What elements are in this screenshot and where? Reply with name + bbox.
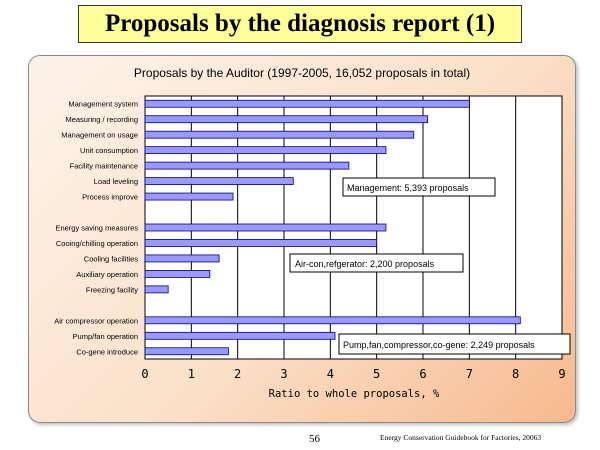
x-tick-label: 0 xyxy=(141,367,148,381)
x-axis-label: Ratio to whole proposals, % xyxy=(269,388,440,400)
bar xyxy=(144,347,229,356)
category-label: Cooling facilities xyxy=(84,254,138,263)
category-label: Cooing/chilling operation xyxy=(56,239,138,248)
bar xyxy=(144,130,415,139)
bar xyxy=(144,270,211,278)
annotation-pump: Pump,fan,compressor,co-gene: 2,249 propo… xyxy=(338,333,571,355)
x-tick-label: 9 xyxy=(558,367,565,381)
category-label: Management on usage xyxy=(61,131,138,140)
bar xyxy=(144,316,521,325)
category-label: Unit consumption xyxy=(80,146,138,155)
bar xyxy=(144,331,336,340)
bar xyxy=(144,223,387,232)
bar xyxy=(144,146,387,155)
category-label: Process improve xyxy=(82,193,138,202)
x-tick-label: 2 xyxy=(234,367,241,381)
category-labels: Management system Measuring / recording Ma… xyxy=(54,100,138,357)
bar xyxy=(144,285,169,294)
x-tick-label: 1 xyxy=(188,367,195,381)
x-tick-label: 6 xyxy=(419,367,426,381)
category-label: Energy saving measures xyxy=(55,224,138,233)
slide-title: Proposals by the diagnosis report (1) xyxy=(78,5,522,43)
bar xyxy=(144,161,350,170)
annotation-aircon-text: Air-con,refgerator: 2,200 proposals xyxy=(295,259,435,269)
annotation-pump-text: Pump,fan,compressor,co-gene: 2,249 propo… xyxy=(343,340,535,350)
bar xyxy=(144,177,294,185)
category-label: Management system xyxy=(68,100,138,109)
category-label: Freezing facility xyxy=(86,285,138,294)
x-tick-label: 7 xyxy=(466,367,473,381)
category-label: Measuring / recording xyxy=(65,115,138,124)
bar xyxy=(144,192,234,201)
bar xyxy=(144,254,220,263)
x-tick-label: 8 xyxy=(512,367,519,381)
x-tick-label: 4 xyxy=(327,367,334,381)
x-tick-label: 5 xyxy=(373,367,380,381)
category-label: Auxiliary operation xyxy=(76,270,138,279)
bar xyxy=(144,99,470,108)
annotation-aircon: Air-con,refgerator: 2,200 proposals xyxy=(289,253,464,273)
page-number: 56 xyxy=(309,433,320,445)
category-label: Load leveling xyxy=(94,177,138,186)
category-label: Co-gene introduce xyxy=(76,347,138,356)
category-label: Air compressor operation xyxy=(54,316,138,325)
bar xyxy=(144,115,429,124)
category-label: Facility maintenance xyxy=(70,162,138,171)
footer-credit: Energy Conservation Guidebook for Factor… xyxy=(380,433,542,442)
category-label: Pump/fan operation xyxy=(73,332,138,341)
bars xyxy=(144,99,521,356)
x-tick-labels: 0 1 2 3 4 5 6 7 8 9 xyxy=(141,367,565,381)
chart-title: Proposals by the Auditor (1997-2005, 16,… xyxy=(134,66,470,80)
x-tick-label: 3 xyxy=(280,367,287,381)
annotation-management: Management: 5,393 proposals xyxy=(342,177,496,197)
bar xyxy=(144,239,378,247)
annotation-management-text: Management: 5,393 proposals xyxy=(347,183,469,193)
